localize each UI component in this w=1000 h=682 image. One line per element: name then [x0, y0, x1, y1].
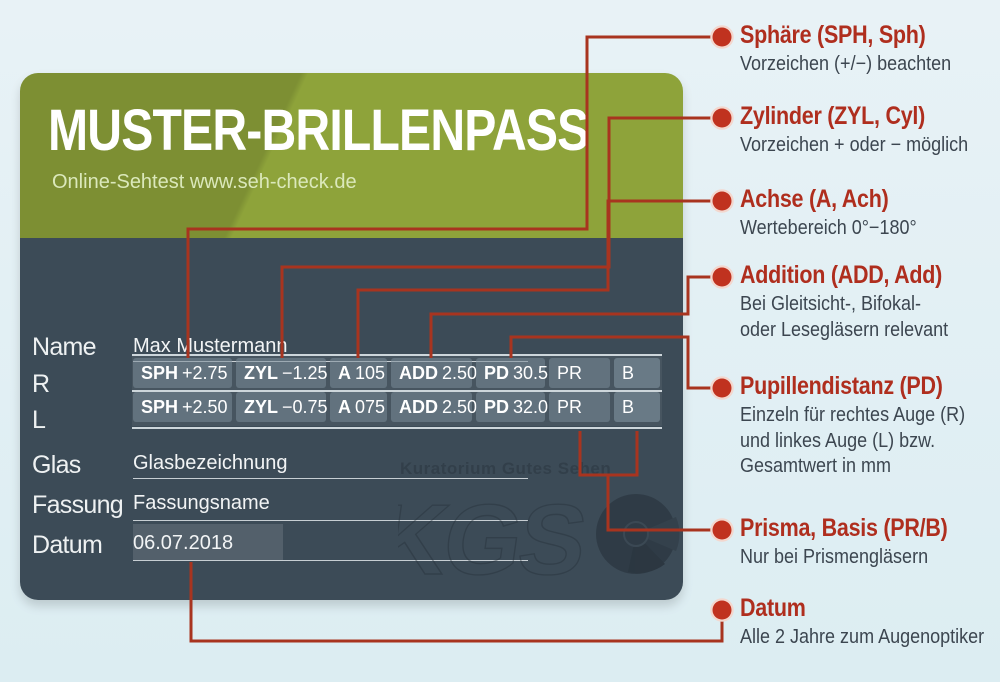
svg-text:KGS: KGS: [398, 484, 591, 595]
svg-text:Kuratorium Gutes Sehen: Kuratorium Gutes Sehen: [400, 459, 611, 478]
